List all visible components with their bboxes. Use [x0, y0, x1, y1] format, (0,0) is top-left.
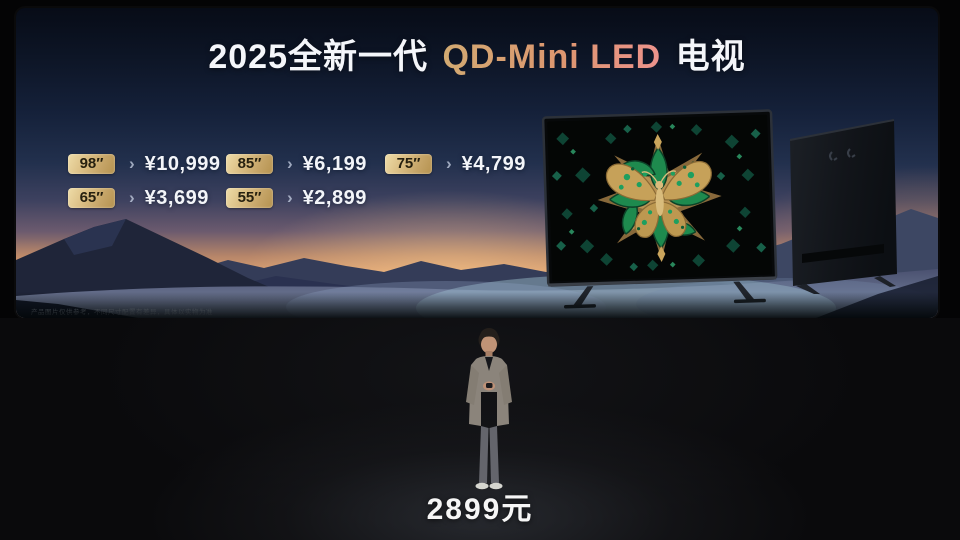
price-item-55: 55″ › ¥2,899 [226, 186, 367, 209]
stage-area: 2899元 [0, 318, 960, 540]
tv-back-view [789, 119, 897, 294]
tv-artwork-butterfly [547, 114, 773, 282]
screen-bottom-fade [16, 292, 938, 318]
price-item-85: 85″ › ¥6,199 [226, 152, 367, 175]
price-value-75: ¥4,799 [461, 152, 526, 175]
price-item-65: 65″ › ¥3,699 [68, 186, 209, 209]
slide-title: 2025全新一代 QD-Mini LED 电视 [16, 29, 938, 78]
slide-title-highlight: QD-Mini LED [438, 38, 665, 76]
price-value-98: ¥10,999 [144, 152, 221, 175]
price-value-85: ¥6,199 [302, 152, 367, 175]
size-tag-65: 65″ [68, 188, 115, 208]
chevron-right-icon: › [446, 154, 452, 173]
slide-title-suffix: 电视 [675, 38, 746, 76]
size-tag-55: 55″ [226, 188, 273, 208]
featured-price-caption: 2899元 [426, 493, 534, 526]
chevron-right-icon: › [129, 154, 135, 173]
price-item-75: 75″ › ¥4,799 [385, 152, 526, 175]
size-tag-75: 75″ [385, 154, 432, 174]
chevron-right-icon: › [129, 188, 135, 207]
tv-front-butterfly [541, 109, 778, 309]
price-item-98: 98″ › ¥10,999 [68, 152, 221, 175]
price-value-65: ¥3,699 [144, 186, 209, 209]
chevron-right-icon: › [287, 154, 293, 173]
chevron-right-icon: › [287, 188, 293, 207]
size-tag-85: 85″ [226, 154, 273, 174]
price-value-55: ¥2,899 [302, 186, 367, 209]
presenter-figure [466, 328, 512, 490]
size-tag-98: 98″ [68, 154, 115, 174]
presentation-led-screen: 2025全新一代 QD-Mini LED 电视 98″ › ¥10,999 85… [16, 8, 938, 318]
slide-title-prefix: 2025全新一代 [208, 38, 428, 76]
